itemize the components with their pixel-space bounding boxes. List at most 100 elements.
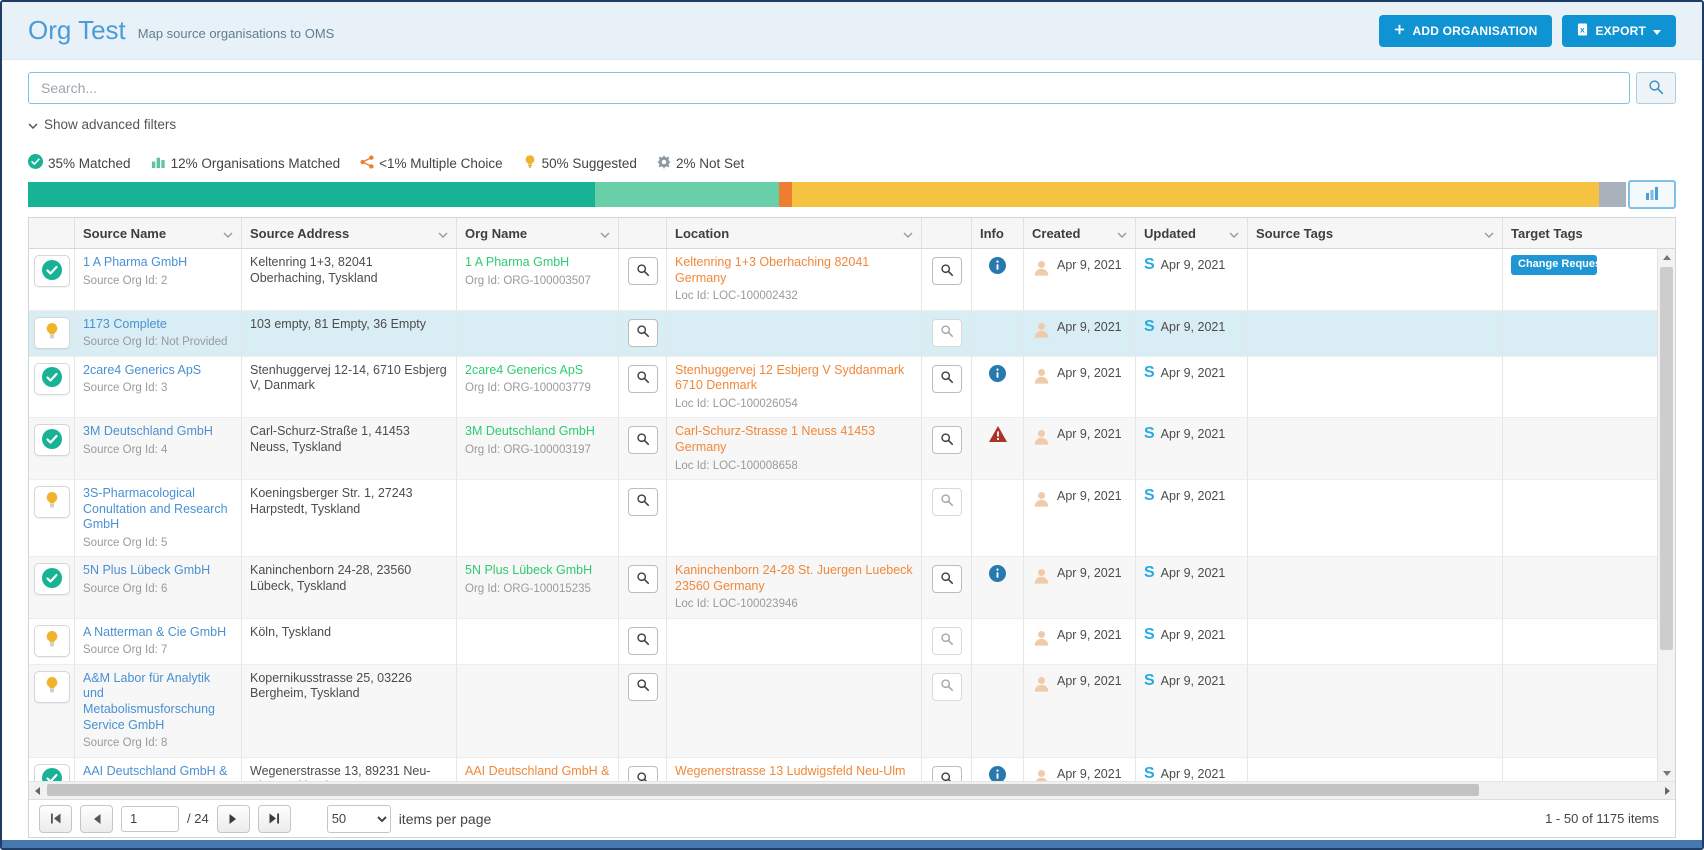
updated-cell: S Apr 9, 2021 bbox=[1136, 310, 1248, 356]
status-button[interactable] bbox=[33, 255, 70, 287]
status-button[interactable] bbox=[33, 563, 70, 596]
status-button[interactable] bbox=[33, 316, 70, 349]
source-name-link[interactable]: 1173 Complete bbox=[83, 316, 167, 331]
source-name-link[interactable]: 5N Plus Lübeck GmbH bbox=[83, 563, 211, 578]
table-row[interactable]: 3M Deutschland GmbH Source Org Id: 4 Car… bbox=[29, 418, 1657, 480]
status-cell bbox=[29, 479, 75, 557]
loc-id: Loc Id: LOC-100026054 bbox=[675, 397, 798, 410]
source-name-link[interactable]: 3S-Pharmacological Conultation and Resea… bbox=[83, 485, 228, 532]
legend-item-suggested: 50% Suggested bbox=[523, 154, 637, 172]
column-header-org-name[interactable]: Org Name bbox=[457, 218, 619, 248]
source-org-id: Source Org Id: 2 bbox=[83, 274, 168, 287]
target-tag-badge[interactable]: Change Request ( bbox=[1511, 255, 1597, 275]
table-row[interactable]: 5N Plus Lübeck GmbH Source Org Id: 6 Kan… bbox=[29, 557, 1657, 619]
created-cell: Apr 9, 2021 bbox=[1024, 664, 1136, 757]
horizontal-scrollbar-thumb[interactable] bbox=[47, 784, 1480, 796]
updated-date: Apr 9, 2021 bbox=[1160, 673, 1226, 688]
location-search-button[interactable] bbox=[931, 364, 962, 393]
vertical-scrollbar[interactable] bbox=[1657, 249, 1675, 781]
table-row[interactable]: 1 A Pharma GmbH Source Org Id: 2 Keltenr… bbox=[29, 249, 1657, 311]
table-row[interactable]: AAI Deutschland GmbH & Co KG Source Org … bbox=[29, 757, 1657, 781]
scroll-right-arrow-icon[interactable] bbox=[1659, 782, 1675, 799]
source-name-link[interactable]: A Natterman & Cie GmbH bbox=[83, 624, 227, 639]
source-tags-cell bbox=[1248, 310, 1503, 356]
location-search-button[interactable] bbox=[931, 672, 962, 701]
matched-check-icon bbox=[41, 367, 62, 390]
source-name-link[interactable]: AAI Deutschland GmbH & Co KG bbox=[83, 763, 228, 781]
horizontal-scrollbar[interactable] bbox=[29, 781, 1675, 799]
page-size-select[interactable]: 50 bbox=[326, 804, 391, 833]
column-header-source-address[interactable]: Source Address bbox=[242, 218, 457, 248]
search-button[interactable] bbox=[1636, 72, 1676, 104]
scroll-up-arrow-icon[interactable] bbox=[1658, 249, 1675, 265]
first-page-button[interactable] bbox=[39, 804, 72, 833]
warning-icon[interactable] bbox=[988, 426, 1007, 473]
source-name-link[interactable]: 1 A Pharma GmbH bbox=[83, 255, 188, 269]
info-cell bbox=[972, 557, 1024, 618]
status-button[interactable] bbox=[33, 763, 70, 781]
location-search-button[interactable] bbox=[931, 487, 962, 516]
suggested-lightbulb-icon bbox=[44, 630, 60, 651]
source-address-cell: Kopernikusstrasse 25, 03226 Bergheim, Ty… bbox=[242, 664, 457, 757]
status-button[interactable] bbox=[33, 362, 70, 395]
org-search-button[interactable] bbox=[627, 487, 658, 516]
export-button[interactable]: x EXPORT bbox=[1562, 14, 1676, 47]
scroll-down-arrow-icon[interactable] bbox=[1658, 765, 1675, 781]
location-search-cell bbox=[922, 479, 972, 557]
source-name-link[interactable]: A&M Labor für Analytik und Metabolismusf… bbox=[83, 670, 216, 732]
source-address: Keltenring 1+3, 82041 Oberhaching, Tyskl… bbox=[250, 255, 378, 285]
info-icon[interactable] bbox=[989, 765, 1006, 781]
org-search-button[interactable] bbox=[627, 565, 658, 594]
location-search-button[interactable] bbox=[931, 426, 962, 455]
table-row[interactable]: 1173 Complete Source Org Id: Not Provide… bbox=[29, 310, 1657, 357]
org-search-button[interactable] bbox=[627, 626, 658, 655]
column-header-created[interactable]: Created bbox=[1024, 218, 1136, 248]
table-row[interactable]: 3S-Pharmacological Conultation and Resea… bbox=[29, 479, 1657, 558]
column-header-location[interactable]: Location bbox=[667, 218, 922, 248]
org-search-button[interactable] bbox=[627, 426, 658, 455]
table-row[interactable]: A&M Labor für Analytik und Metabolismusf… bbox=[29, 664, 1657, 758]
source-name-link[interactable]: 2care4 Generics ApS bbox=[83, 362, 202, 377]
column-header-source-tags[interactable]: Source Tags bbox=[1248, 218, 1503, 248]
org-search-button[interactable] bbox=[627, 364, 658, 393]
location-search-button[interactable] bbox=[931, 626, 962, 655]
search-icon bbox=[940, 678, 954, 695]
org-search-button[interactable] bbox=[627, 672, 658, 701]
updated-date: Apr 9, 2021 bbox=[1160, 766, 1226, 781]
org-search-button[interactable] bbox=[627, 318, 658, 347]
status-button[interactable] bbox=[33, 424, 70, 457]
location-search-button[interactable] bbox=[931, 565, 962, 594]
share-icon bbox=[360, 154, 374, 172]
export-file-icon: x bbox=[1577, 23, 1588, 39]
statistics-button[interactable] bbox=[1628, 180, 1676, 209]
table-row[interactable]: A Natterman & Cie GmbH Source Org Id: 7 … bbox=[29, 618, 1657, 665]
column-header-source-name[interactable]: Source Name bbox=[75, 218, 242, 248]
status-button[interactable] bbox=[33, 670, 70, 703]
location-search-button[interactable] bbox=[931, 257, 962, 285]
add-organisation-button[interactable]: ADD ORGANISATION bbox=[1379, 14, 1553, 47]
org-search-button[interactable] bbox=[627, 257, 658, 285]
status-button[interactable] bbox=[33, 485, 70, 518]
vertical-scrollbar-thumb[interactable] bbox=[1660, 267, 1673, 651]
location-search-button[interactable] bbox=[931, 318, 962, 347]
column-header-org-search bbox=[619, 218, 667, 248]
source-name-link[interactable]: 3M Deutschland GmbH bbox=[83, 424, 213, 439]
scroll-left-arrow-icon[interactable] bbox=[29, 782, 45, 799]
next-page-button[interactable] bbox=[216, 804, 250, 833]
previous-page-button[interactable] bbox=[80, 804, 113, 833]
column-header-updated[interactable]: Updated bbox=[1136, 218, 1248, 248]
info-icon[interactable] bbox=[989, 565, 1006, 612]
search-input[interactable] bbox=[28, 72, 1630, 104]
location-search-button[interactable] bbox=[931, 765, 962, 781]
org-search-button[interactable] bbox=[627, 765, 658, 781]
info-icon[interactable] bbox=[989, 257, 1006, 304]
last-page-button[interactable] bbox=[257, 804, 291, 833]
page-number-input[interactable] bbox=[121, 805, 179, 832]
info-icon[interactable] bbox=[989, 364, 1006, 412]
system-s-icon: S bbox=[1144, 564, 1155, 582]
source-address-cell: Kaninchenborn 24-28, 23560 Lübeck, Tyskl… bbox=[242, 557, 457, 618]
advanced-filters-toggle[interactable]: Show advanced filters bbox=[28, 114, 176, 134]
status-button[interactable] bbox=[33, 624, 70, 657]
table-row[interactable]: 2care4 Generics ApS Source Org Id: 3 Ste… bbox=[29, 356, 1657, 419]
created-cell: Apr 9, 2021 bbox=[1024, 479, 1136, 557]
